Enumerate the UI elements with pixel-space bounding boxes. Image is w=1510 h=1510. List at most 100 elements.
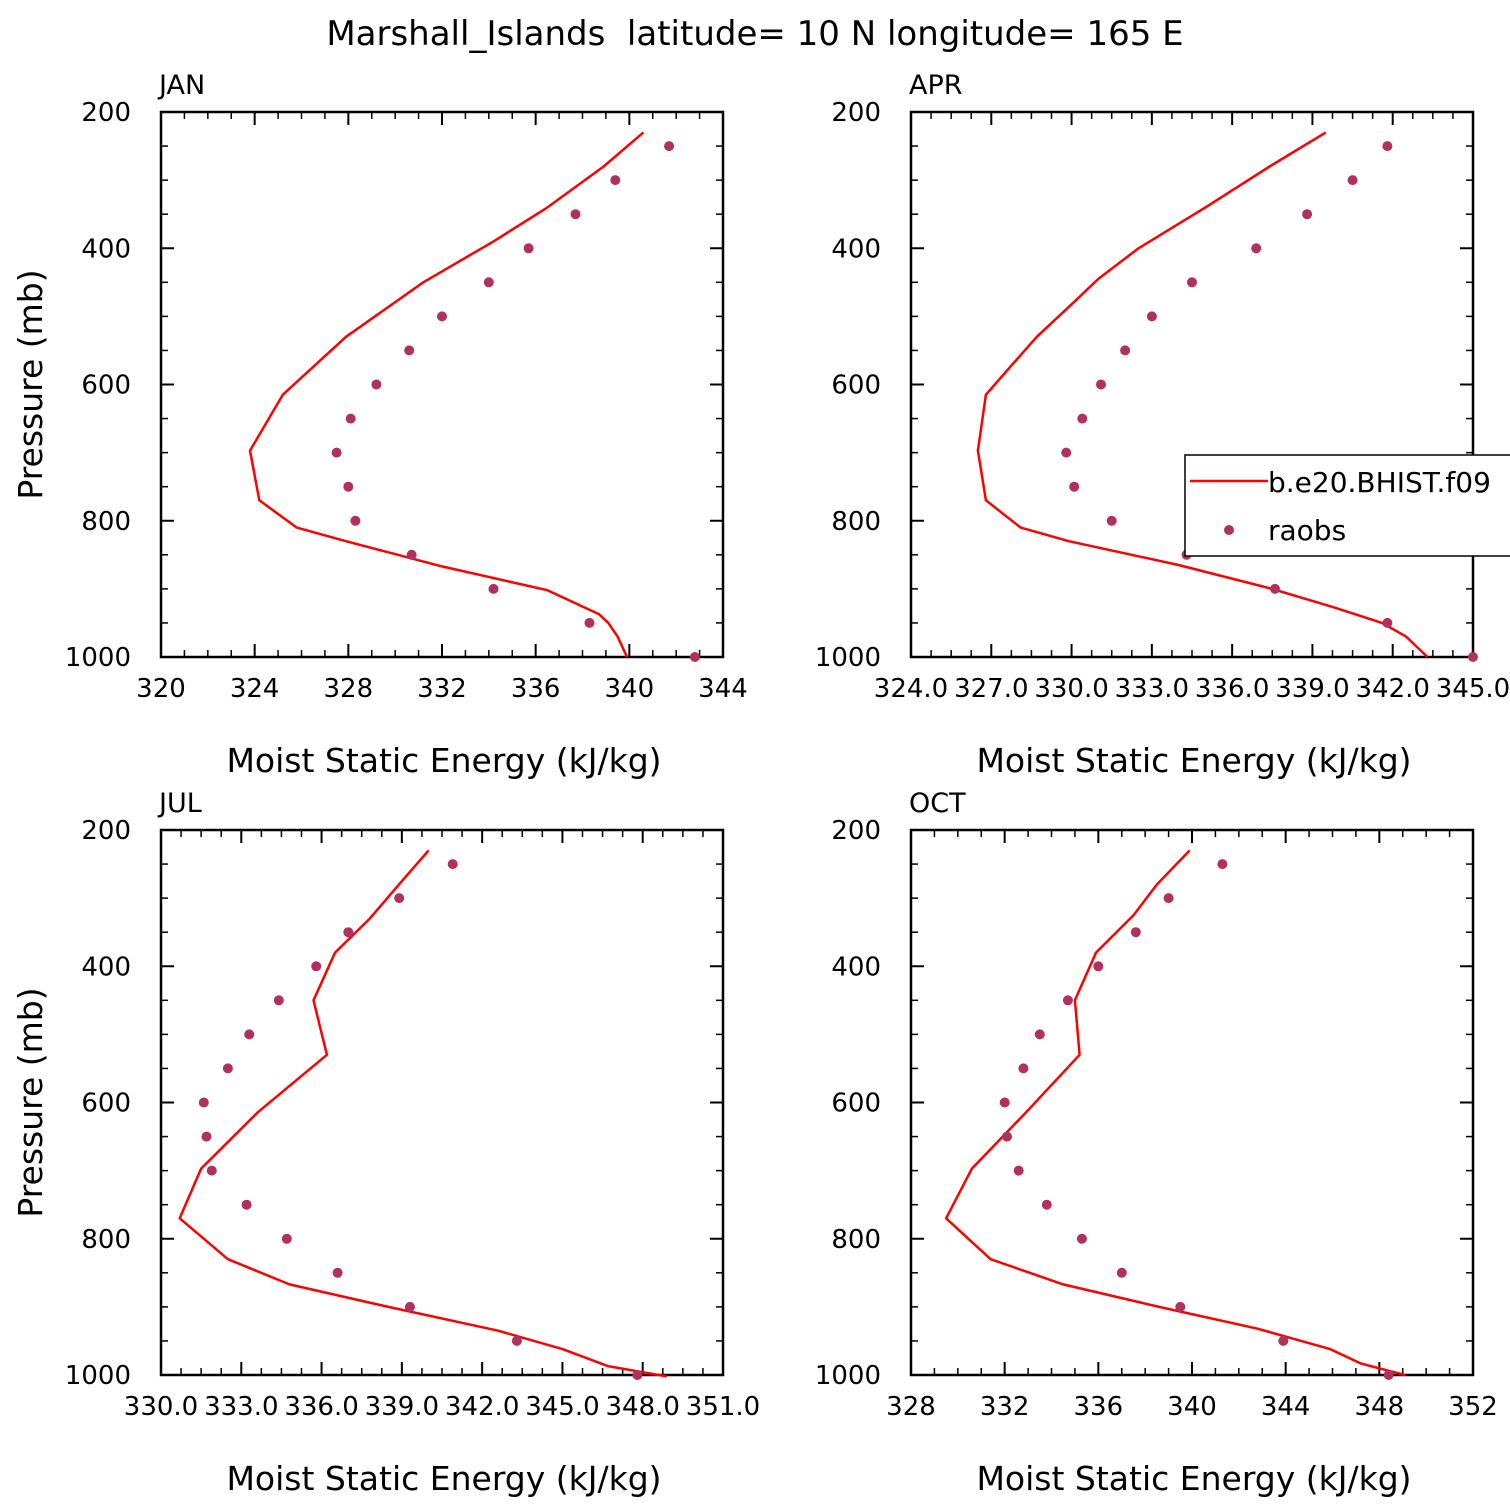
raobs-point — [350, 515, 361, 526]
raobs-point — [437, 311, 447, 322]
raobs-point — [1163, 893, 1174, 904]
raobs-point — [1130, 927, 1141, 938]
panel-label: APR — [909, 70, 963, 101]
x-tick-label: 332 — [417, 674, 467, 704]
x-tick-label: 342.0 — [445, 1392, 519, 1422]
raobs-point — [1382, 141, 1393, 152]
raobs-point — [1013, 1165, 1024, 1176]
y-tick-label: 800 — [831, 507, 881, 537]
x-tick-label: 351.0 — [686, 1392, 760, 1422]
raobs-point — [1096, 379, 1106, 390]
raobs-point — [343, 481, 354, 492]
x-tick-label: 339.0 — [365, 1392, 439, 1422]
raobs-point — [1061, 447, 1072, 458]
x-tick-label: 333.0 — [1115, 674, 1189, 704]
y-tick-label: 200 — [831, 98, 881, 128]
figure-title: Marshall_Islands latitude= 10 N longitud… — [326, 14, 1183, 54]
x-tick-label: 327.0 — [954, 674, 1028, 704]
raobs-point — [999, 1097, 1010, 1108]
raobs-point — [1062, 995, 1073, 1006]
y-tick-label: 800 — [81, 1225, 131, 1255]
y-tick-label: 400 — [831, 234, 881, 264]
raobs-point — [664, 141, 675, 152]
x-tick-label: 352 — [1448, 1392, 1498, 1422]
raobs-point — [1251, 243, 1262, 254]
y-tick-label: 600 — [831, 371, 881, 401]
raobs-point — [1146, 311, 1157, 322]
raobs-point — [1106, 515, 1117, 526]
raobs-point — [394, 893, 405, 904]
raobs-point — [1468, 652, 1478, 662]
x-tick-label: 336 — [1074, 1392, 1124, 1422]
raobs-point — [1116, 1267, 1127, 1278]
y-tick-label: 800 — [81, 507, 131, 537]
panel-label: JAN — [157, 70, 205, 101]
raobs-point — [273, 995, 284, 1006]
x-tick-label: 330.0 — [124, 1392, 198, 1422]
raobs-point — [570, 209, 581, 220]
raobs-point — [1302, 209, 1313, 220]
raobs-point — [1347, 175, 1358, 186]
panel-apr: APR 324.0 327.0 330.0 333.0 336.0 339.0 342.0 34… — [815, 70, 1510, 780]
x-tick-label: 340 — [1167, 1392, 1217, 1422]
raobs-point — [632, 1370, 643, 1380]
y-tick-label: 600 — [81, 1089, 131, 1119]
model-series-line — [178, 849, 668, 1378]
y-tick-label: 800 — [831, 1225, 881, 1255]
legend-obs-marker — [1224, 525, 1234, 535]
raobs-point — [244, 1029, 255, 1040]
legend: b.e20.BHIST.f09 raobs — [1184, 454, 1510, 557]
panel-jan: JAN 320 324 328 332 336 340 344 200 400 600 800 1000… — [11, 70, 748, 780]
y-tick-label: 1000 — [65, 643, 131, 673]
x-axis-label: Moist Static Energy (kJ/kg) — [226, 741, 661, 780]
y-tick-label: 200 — [831, 816, 881, 846]
panel-jul: JUL 330.0 333.0 336.0 339.0 342.0 345.0 348.0 35… — [11, 788, 760, 1498]
raobs-point — [511, 1335, 522, 1346]
plot-frame — [159, 110, 725, 659]
raobs-point — [201, 1131, 212, 1142]
x-tick-label: 348 — [1355, 1392, 1405, 1422]
x-tick-label: 345.0 — [525, 1392, 599, 1422]
legend-obs-label: raobs — [1268, 514, 1346, 547]
raobs-point — [198, 1097, 209, 1108]
raobs-point — [488, 583, 499, 594]
raobs-point — [1217, 859, 1228, 870]
panels-group: JAN 320 324 328 332 336 340 344 200 400 600 800 1000… — [11, 70, 1510, 1498]
x-tick-label: 320 — [136, 674, 186, 704]
raobs-point — [1076, 1233, 1087, 1244]
raobs-point — [1077, 413, 1088, 424]
raobs-point — [1018, 1063, 1029, 1074]
raobs-point — [343, 927, 354, 938]
raobs-point — [689, 652, 700, 662]
x-tick-label: 340 — [605, 674, 655, 704]
y-tick-label: 400 — [81, 952, 131, 982]
raobs-point — [404, 345, 415, 356]
y-tick-label: 200 — [81, 98, 131, 128]
raobs-point — [1270, 583, 1280, 594]
raobs-point — [241, 1199, 252, 1210]
raobs-point — [222, 1063, 233, 1074]
y-tick-label: 1000 — [815, 643, 881, 673]
model-series-line — [248, 131, 645, 658]
y-tick-label: 1000 — [815, 1361, 881, 1391]
raobs-point — [1002, 1131, 1012, 1142]
x-tick-label: 336.0 — [284, 1392, 358, 1422]
x-tick-label: 328 — [324, 674, 374, 704]
y-tick-label: 400 — [81, 234, 131, 264]
raobs-point — [1278, 1335, 1289, 1346]
y-tick-label: 400 — [831, 952, 881, 982]
raobs-point — [281, 1233, 292, 1244]
x-tick-label: 345.0 — [1436, 674, 1510, 704]
raobs-point — [584, 617, 595, 628]
raobs-point — [332, 1267, 343, 1278]
model-series-line — [944, 849, 1406, 1377]
raobs-point — [331, 447, 342, 458]
raobs-point — [371, 379, 382, 390]
raobs-point — [1383, 1370, 1394, 1380]
raobs-point — [483, 277, 494, 288]
raobs-point — [345, 413, 356, 424]
x-tick-label: 342.0 — [1355, 674, 1429, 704]
y-tick-label: 1000 — [65, 1361, 131, 1391]
panel-label: JUL — [157, 788, 202, 819]
